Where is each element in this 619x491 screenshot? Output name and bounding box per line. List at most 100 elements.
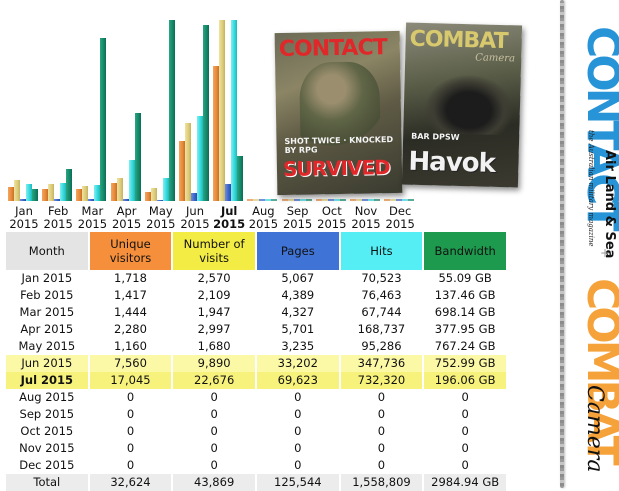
month-name: Sep (286, 204, 309, 218)
cell-bandwidth: 0 (461, 441, 469, 455)
combat-logo: COMBAT (577, 278, 619, 462)
monthly-history-chart: Jan 2015 Feb 2015 Mar 2015 Apr 2015 May 2015 Jun 20… (0, 0, 420, 232)
cell-pages: 0 (294, 390, 302, 404)
bar-pages (191, 193, 197, 201)
bar-unique (8, 187, 14, 201)
bar-bandwidth (168, 20, 175, 201)
cell-hits: 0 (377, 407, 386, 421)
bar-bandwidth (203, 25, 209, 201)
bar-visits (219, 20, 226, 201)
month-year: 2015 (111, 216, 142, 231)
cell-unique: 0 (126, 424, 135, 438)
cell-unique: 0 (126, 407, 135, 421)
chart-month-label: Oct 2015 (312, 205, 352, 230)
bar-bandwidth (66, 169, 73, 201)
bar-pages (20, 199, 26, 201)
cell-pages: 5,067 (281, 271, 315, 285)
bar-hits (197, 116, 203, 201)
month-year: 2015 (317, 216, 347, 231)
chart-month-label: Sep 2015 (278, 205, 318, 230)
chart-empty-baseline (384, 199, 415, 201)
contact-magazine-cover: CONTACT SHOT TWICE · KNOCKED BY RPG SURV… (274, 30, 403, 196)
cell-pages: 0 (294, 458, 302, 472)
cell-bandwidth: 196.06 GB (424, 372, 506, 389)
cell-month: May 2015 (18, 339, 76, 353)
cell-month: Nov 2015 (19, 441, 75, 455)
chart-month-label: May 2015 (141, 205, 181, 230)
bar-pages (156, 200, 163, 201)
table-row: Dec 2015 0 0 0 0 0 (6, 457, 506, 474)
header-hits: Hits (340, 232, 423, 270)
bar-visits (150, 188, 157, 201)
bar-pages (225, 184, 232, 201)
cell-pages: 69,623 (256, 372, 339, 389)
cell-month: Dec 2015 (19, 458, 75, 472)
contact-tagline-small: the Australian military magazine (587, 130, 595, 247)
cell-visits: 2,109 (197, 288, 231, 302)
chart-month-label: Mar 2015 (72, 205, 112, 230)
chart-empty-baseline (350, 199, 380, 201)
cell-unique: 1,160 (114, 339, 147, 353)
table-row: Sep 2015 0 0 0 0 0 (6, 406, 506, 423)
table-row: Aug 2015 0 0 0 0 0 (6, 389, 506, 406)
cell-unique: 7,560 (89, 355, 172, 372)
cell-hits: 0 (377, 458, 386, 472)
month-name: Jul (220, 204, 238, 218)
month-year: 2015 (146, 216, 176, 231)
cell-hits: 95,286 (361, 339, 402, 353)
cell-visits: 0 (210, 424, 218, 438)
table-row: May 2015 1,160 1,680 3,235 95,286 767.24 GB (6, 338, 506, 355)
cell-unique: 1,444 (114, 305, 147, 319)
bar-bandwidth (237, 156, 244, 201)
month-year: 2015 (213, 216, 246, 231)
header-month: Month (6, 232, 88, 270)
monthly-stats-table: Month Unique visitors Number of visits P… (4, 232, 508, 491)
cell-bandwidth: 752.99 GB (424, 355, 506, 372)
cell-bandwidth: 0 (461, 390, 469, 404)
table-row: Mar 2015 1,444 1,947 4,327 67,744 698.14 GB (6, 304, 506, 321)
bar-unique (76, 189, 83, 201)
chart-month-group (110, 20, 143, 201)
cell-pages: 33,202 (256, 355, 339, 372)
chart-month-group (76, 20, 108, 201)
cell-unique: 0 (126, 441, 135, 455)
cell-pages: 5,701 (281, 322, 315, 336)
chart-month-group (144, 20, 177, 201)
chart-month-group (315, 20, 348, 201)
combat-cover-subtitle: Camera (475, 52, 516, 65)
cell-hits: 67,744 (361, 305, 402, 319)
chart-plot-area (8, 20, 420, 201)
month-name: Jan (15, 204, 33, 218)
month-name: Apr (116, 204, 137, 218)
cell-hits: 0 (377, 424, 386, 438)
contact-cover-title: CONTACT (278, 35, 387, 63)
cell-bandwidth: 377.95 GB (434, 322, 496, 336)
combat-cover-headline: Havok (408, 146, 496, 179)
cell-month: Sep 2015 (19, 407, 75, 421)
cell-hits: 0 (377, 390, 386, 404)
cell-month: Jul 2015 (6, 372, 88, 389)
table-row: Oct 2015 0 0 0 0 0 (6, 423, 506, 440)
cell-unique: 2,280 (114, 322, 147, 336)
cell-bandwidth: 0 (461, 424, 469, 438)
total-bandwidth: 2984.94 GB (424, 474, 506, 491)
bar-hits (26, 184, 32, 201)
chart-month-group (8, 20, 40, 201)
table-row: Nov 2015 0 0 0 0 0 (6, 440, 506, 457)
contact-cover-headline: SURVIVED (282, 155, 390, 181)
table-total-row: Total 32,624 43,869 125,544 1,558,809 29… (6, 474, 506, 491)
cell-unique: 0 (126, 390, 135, 404)
month-name: Feb (48, 204, 69, 218)
bar-unique (110, 183, 117, 201)
cell-bandwidth: 698.14 GB (434, 305, 496, 319)
cell-hits: 0 (377, 441, 386, 455)
header-number-of-visits: Number of visits (173, 232, 255, 270)
contact-logo: CONTACT (577, 26, 619, 228)
chart-empty-baseline (315, 199, 346, 201)
chart-month-label: Feb 2015 (38, 205, 78, 230)
plus-icon: + (600, 246, 611, 260)
bar-visits (82, 186, 89, 201)
bar-pages (54, 199, 61, 201)
chart-month-group (281, 20, 314, 201)
brand-sidebar: CONTACT the Australian military magazine… (530, 0, 619, 488)
